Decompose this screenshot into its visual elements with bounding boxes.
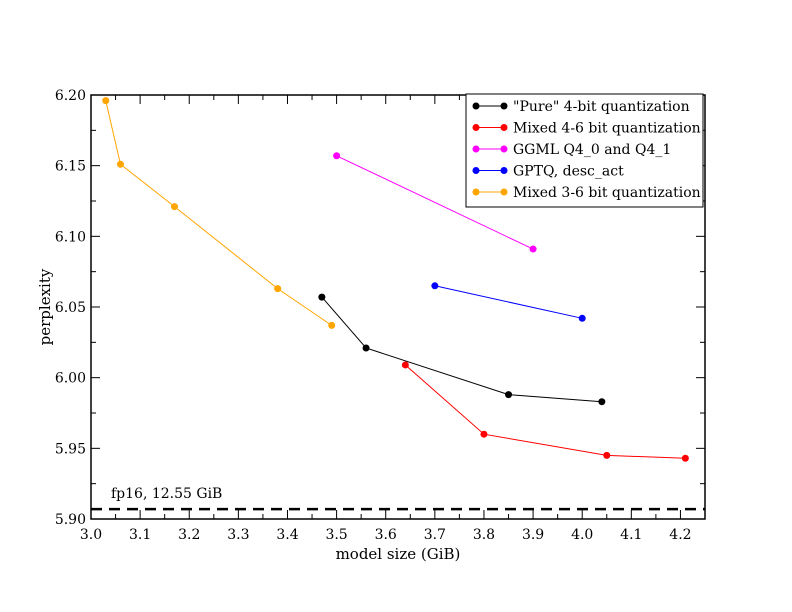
data-point: [603, 451, 611, 459]
legend-swatch-marker: [472, 102, 480, 110]
ticks-layer: 3.0 3.1 3.2 3.3 3.4 3.5 3.6 3.7 3.8 3.9 4.0 4.1 4.2 5…: [55, 88, 705, 543]
x-tick-label: 3.5: [325, 527, 347, 543]
series-3: [431, 282, 586, 322]
data-point: [578, 314, 586, 322]
series-4: [102, 97, 336, 329]
legend-label: "Pure" 4-bit quantization: [513, 99, 690, 115]
legend-entry: GPTQ, desc_act: [472, 164, 624, 180]
data-point: [362, 344, 370, 352]
data-point: [480, 430, 488, 438]
series-line: [105, 100, 332, 326]
y-tick-label: 6.00: [55, 371, 86, 387]
legend-entry: "Pure" 4-bit quantization: [472, 99, 690, 115]
legend-swatch-marker: [500, 102, 508, 110]
y-tick-label: 6.05: [55, 300, 86, 316]
legend-swatch-marker: [472, 124, 480, 131]
series-line: [434, 285, 583, 319]
series-line: [336, 155, 534, 250]
fp16-reference-label: fp16, 12.55 GiB: [111, 486, 222, 502]
legend-label: Mixed 4-6 bit quantization: [513, 121, 701, 137]
y-tick-label: 5.90: [55, 512, 86, 528]
series-1: [401, 361, 689, 462]
x-tick-label: 3.0: [80, 527, 102, 543]
data-point: [171, 203, 179, 211]
y-tick-label: 5.95: [55, 441, 86, 457]
x-tick-label: 3.7: [424, 527, 446, 543]
y-tick-label: 6.20: [55, 88, 86, 104]
legend-entry: Mixed 4-6 bit quantization: [472, 121, 701, 137]
series-0: [318, 293, 606, 406]
data-point: [102, 97, 110, 105]
y-tick-label: 6.15: [55, 159, 86, 175]
data-point: [328, 321, 336, 329]
series-line: [321, 296, 602, 403]
x-axis-label: model size (GiB): [336, 545, 461, 563]
legend-swatch-marker: [500, 145, 508, 153]
x-tick-label: 3.4: [276, 527, 298, 543]
y-axis-label: perplexity: [36, 268, 54, 345]
data-point: [598, 398, 606, 406]
legend-swatch-marker: [472, 167, 480, 174]
legend-label: Mixed 3-6 bit quantization: [513, 185, 701, 201]
legend: "Pure" 4-bit quantization Mixed 4-6 bit q…: [465, 93, 704, 208]
data-point: [116, 160, 124, 168]
data-point: [318, 293, 326, 301]
x-tick-label: 3.1: [129, 527, 151, 543]
legend-swatch-marker: [472, 188, 480, 196]
legend-entry: Mixed 3-6 bit quantization: [472, 185, 701, 201]
data-point: [681, 454, 689, 462]
data-point: [401, 361, 409, 369]
legend-swatch-marker: [472, 145, 480, 153]
data-point: [274, 285, 282, 293]
legend-swatch-marker: [500, 167, 508, 174]
x-tick-label: 3.2: [178, 527, 200, 543]
x-tick-label: 4.0: [571, 527, 593, 543]
data-point: [505, 391, 513, 399]
data-point: [529, 245, 537, 253]
legend-entry: GGML Q4_0 and Q4_1: [472, 142, 671, 158]
series-2: [333, 152, 537, 253]
x-tick-label: 4.2: [669, 527, 691, 543]
legend-label: GGML Q4_0 and Q4_1: [513, 142, 671, 158]
y-tick-label: 6.10: [55, 229, 86, 245]
data-point: [333, 152, 341, 160]
x-tick-label: 3.3: [227, 527, 249, 543]
legend-swatch-marker: [500, 188, 508, 196]
x-tick-label: 4.1: [620, 527, 642, 543]
x-tick-label: 3.6: [375, 527, 397, 543]
x-tick-label: 3.8: [473, 527, 495, 543]
legend-label: GPTQ, desc_act: [513, 164, 624, 180]
legend-swatch-marker: [500, 124, 508, 131]
series-layer: [102, 97, 689, 462]
data-point: [431, 282, 439, 290]
x-tick-label: 3.9: [522, 527, 544, 543]
series-line: [405, 364, 686, 459]
